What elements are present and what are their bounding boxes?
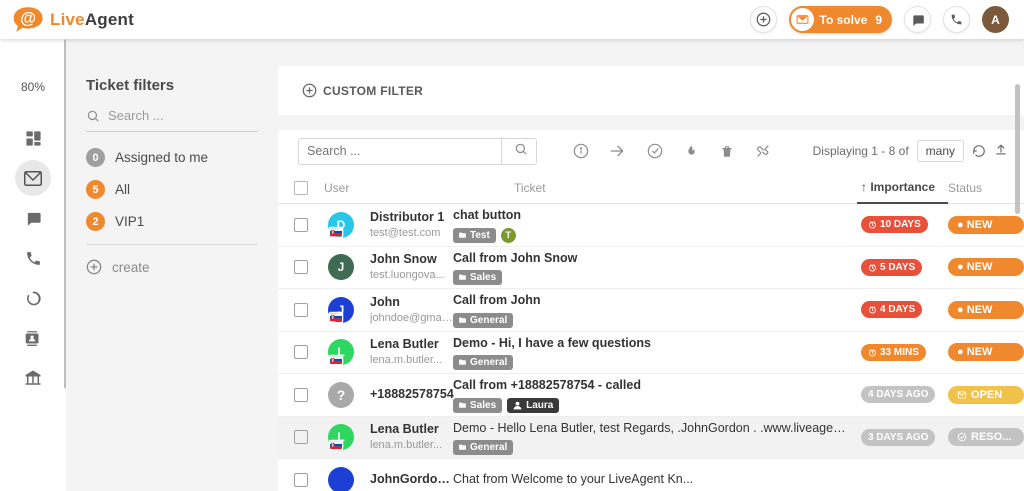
svg-text:@: @ [20,9,36,27]
